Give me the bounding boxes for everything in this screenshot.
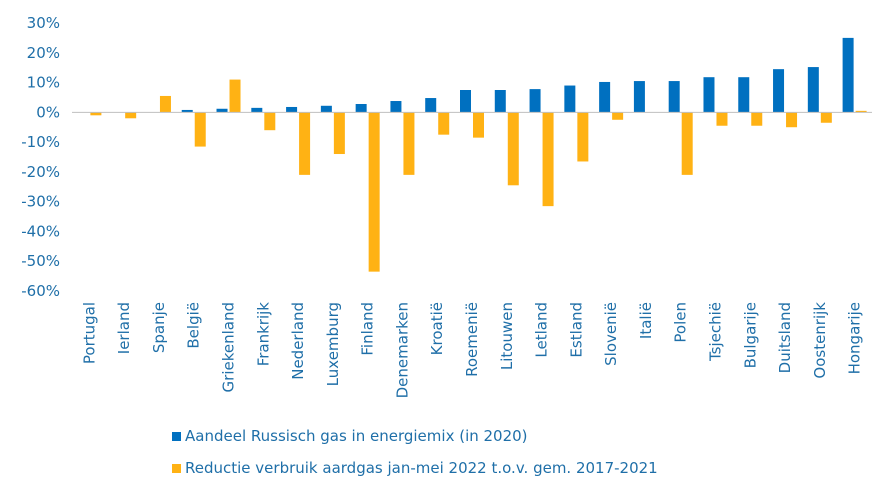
- bar-russian-gas: [181, 109, 193, 113]
- bar-gas-reduction: [786, 112, 798, 128]
- bar-gas-reduction: [473, 112, 484, 138]
- bar-gas-reduction: [299, 112, 311, 175]
- category-label: Luxemburg: [324, 302, 342, 386]
- bar-gas-reduction: [229, 79, 241, 113]
- legend-label-russian-gas: Aandeel Russisch gas in energiemix (in 2…: [185, 427, 528, 445]
- legend-label-gas-reduction: Reductie verbruik aardgas jan-mei 2022 t…: [185, 459, 658, 477]
- category-label: Italië: [637, 302, 655, 339]
- y-tick-label: -10%: [21, 133, 60, 151]
- bar-russian-gas: [216, 108, 228, 113]
- category-label: Polen: [672, 302, 690, 343]
- bar-russian-gas: [529, 89, 541, 113]
- y-tick-label: -20%: [21, 163, 60, 181]
- category-label: België: [185, 302, 203, 349]
- legend-item-gas-reduction: Reductie verbruik aardgas jan-mei 2022 t…: [172, 459, 658, 477]
- bar-chart: 30% 20% 10% 0% -10% -20% -30% -40% -50% -60% Port…: [21, 14, 872, 399]
- bar-russian-gas: [773, 69, 785, 113]
- bar-russian-gas: [251, 107, 263, 113]
- category-label: Bulgarije: [741, 302, 759, 368]
- bar-russian-gas: [807, 67, 819, 113]
- bar-russian-gas: [668, 81, 680, 113]
- category-label: Portugal: [80, 302, 98, 364]
- bar-gas-reduction: [716, 112, 728, 126]
- category-label: Letland: [533, 302, 551, 358]
- category-label: Nederland: [289, 302, 307, 380]
- bar-gas-reduction: [681, 112, 693, 175]
- bar-russian-gas: [738, 77, 750, 113]
- y-tick-label: 10%: [27, 74, 60, 92]
- bar-russian-gas: [355, 103, 367, 113]
- bar-russian-gas: [599, 81, 611, 113]
- category-label: Finland: [359, 302, 377, 356]
- y-axis-ticks: 30% 20% 10% 0% -10% -20% -30% -40% -50% -60%: [21, 14, 60, 300]
- category-label: Kroatië: [428, 302, 446, 355]
- bar-gas-reduction: [542, 112, 554, 207]
- bars: [90, 37, 867, 272]
- bar-gas-reduction: [194, 112, 206, 147]
- bar-gas-reduction: [751, 112, 763, 126]
- bar-russian-gas: [425, 98, 437, 113]
- category-label: Estland: [567, 302, 585, 358]
- category-label: Frankrijk: [254, 302, 272, 367]
- category-label: Griekenland: [220, 302, 238, 392]
- bar-gas-reduction: [820, 112, 832, 123]
- y-tick-label: 0%: [36, 103, 60, 121]
- y-tick-label: 30%: [27, 14, 60, 32]
- bar-gas-reduction: [577, 112, 589, 162]
- bar-gas-reduction: [507, 112, 519, 186]
- bar-russian-gas: [286, 106, 298, 113]
- bar-russian-gas: [703, 77, 715, 113]
- bar-russian-gas: [460, 90, 471, 113]
- bar-gas-reduction: [159, 95, 171, 113]
- y-tick-label: -50%: [21, 252, 60, 270]
- y-tick-label: 20%: [27, 44, 60, 62]
- bar-gas-reduction: [438, 112, 450, 135]
- category-label: Denemarken: [393, 302, 411, 398]
- bar-gas-reduction: [612, 112, 624, 120]
- y-tick-label: -30%: [21, 193, 60, 211]
- legend-swatch-orange: [172, 463, 181, 473]
- bar-russian-gas: [842, 37, 854, 113]
- legend-item-russian-gas: Aandeel Russisch gas in energiemix (in 2…: [172, 427, 528, 445]
- bar-russian-gas: [390, 101, 402, 113]
- category-label: Tsjechië: [706, 302, 724, 362]
- bar-russian-gas: [320, 105, 332, 113]
- category-label: Duitsland: [776, 302, 794, 373]
- bar-gas-reduction: [333, 112, 345, 155]
- category-label: Hongarije: [846, 302, 864, 374]
- bar-russian-gas: [494, 90, 506, 113]
- category-label: Oostenrijk: [811, 302, 829, 379]
- bar-gas-reduction: [855, 110, 867, 113]
- y-tick-label: -60%: [21, 282, 60, 300]
- bar-gas-reduction: [403, 112, 415, 175]
- category-label: Litouwen: [498, 302, 516, 370]
- bar-gas-reduction: [368, 112, 380, 272]
- bar-gas-reduction: [90, 112, 102, 116]
- category-label: Spanje: [150, 302, 168, 353]
- bar-gas-reduction: [125, 112, 137, 119]
- y-tick-label: -40%: [21, 222, 60, 240]
- legend-swatch-blue: [172, 431, 181, 441]
- category-label: Slovenië: [602, 302, 620, 366]
- bar-russian-gas: [564, 85, 576, 113]
- bar-gas-reduction: [264, 112, 276, 131]
- bar-russian-gas: [633, 81, 645, 113]
- category-label: Ierland: [115, 302, 133, 354]
- category-label: Roemenië: [463, 302, 481, 377]
- category-labels: Portugal Ierland Spanje België Griekenland Fr…: [80, 302, 863, 399]
